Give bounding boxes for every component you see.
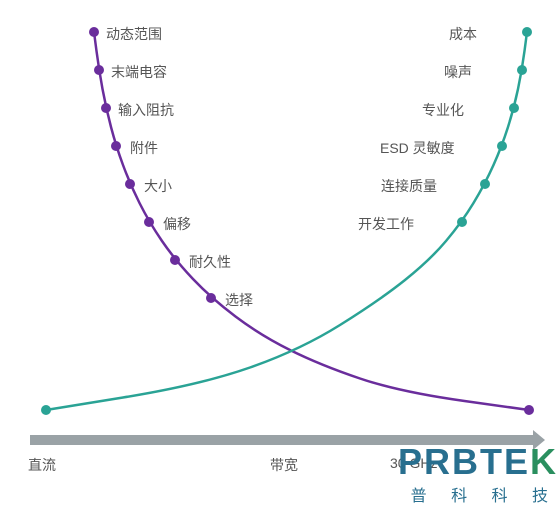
right-label-1: 噪声	[444, 62, 472, 82]
left-label-3: 附件	[130, 138, 158, 158]
right-curve-marker	[497, 141, 507, 151]
left-label-2: 输入阻抗	[118, 100, 174, 120]
left-label-7: 选择	[225, 290, 253, 310]
left-label-5: 偏移	[163, 214, 191, 234]
left-label-0: 动态范围	[106, 24, 162, 44]
chart-container: 动态范围末端电容输入阻抗附件大小偏移耐久性选择 成本噪声专业化 ESD 灵敏度连接质…	[0, 0, 558, 526]
right-curve-marker	[457, 217, 467, 227]
left-curve-marker	[94, 65, 104, 75]
left-curve-end-marker	[524, 405, 534, 415]
left-curve-marker	[125, 179, 135, 189]
right-label-0: 成本	[449, 24, 477, 44]
left-curve-marker	[206, 293, 216, 303]
left-curve-marker	[170, 255, 180, 265]
right-label-3: ESD 灵敏度	[380, 138, 455, 158]
right-curve-marker	[480, 179, 490, 189]
left-curve-marker	[144, 217, 154, 227]
axis-label-center: 带宽	[270, 455, 298, 475]
x-axis-arrow	[533, 430, 545, 450]
right-curve	[46, 32, 527, 410]
left-label-1: 末端电容	[111, 62, 167, 82]
left-curve-marker	[89, 27, 99, 37]
right-label-5: 开发工作	[358, 214, 414, 234]
right-curve-marker	[522, 27, 532, 37]
left-curve-marker	[111, 141, 121, 151]
chart-svg	[0, 0, 558, 526]
right-label-4: 连接质量	[381, 176, 437, 196]
left-label-6: 耐久性	[189, 252, 231, 272]
left-curve-marker	[101, 103, 111, 113]
right-curve-marker	[509, 103, 519, 113]
axis-label-left: 直流	[28, 455, 56, 475]
right-label-2: 专业化	[422, 100, 464, 120]
right-curve-marker	[517, 65, 527, 75]
axis-label-right: 30 GHz	[390, 455, 437, 471]
left-label-4: 大小	[144, 176, 172, 196]
right-curve-end-marker	[41, 405, 51, 415]
